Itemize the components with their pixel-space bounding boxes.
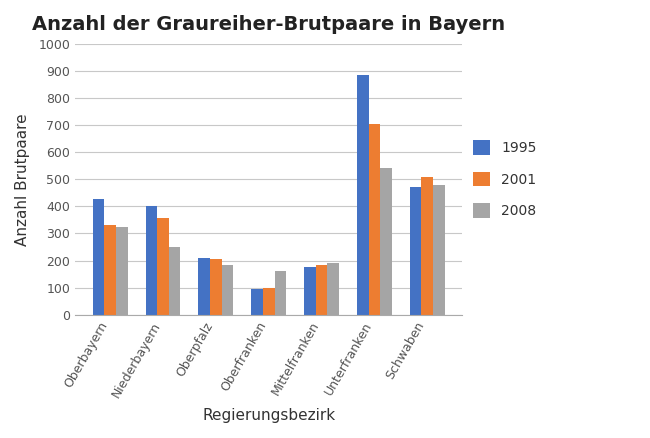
Bar <box>369 124 380 314</box>
Bar <box>198 258 210 314</box>
Bar <box>380 169 392 314</box>
Bar <box>146 206 157 314</box>
Bar <box>357 75 369 314</box>
Bar <box>410 187 421 314</box>
Title: Anzahl der Graureiher-Brutpaare in Bayern: Anzahl der Graureiher-Brutpaare in Bayer… <box>32 15 505 34</box>
Bar <box>421 177 433 314</box>
Bar <box>93 199 104 314</box>
X-axis label: Regierungsbezirk: Regierungsbezirk <box>202 408 335 423</box>
Bar <box>328 263 339 314</box>
Bar <box>116 227 127 314</box>
Bar <box>210 259 222 314</box>
Bar <box>274 271 286 314</box>
Bar <box>104 225 116 314</box>
Bar <box>169 247 181 314</box>
Bar <box>222 265 233 314</box>
Bar <box>316 265 328 314</box>
Y-axis label: Anzahl Brutpaare: Anzahl Brutpaare <box>15 113 30 246</box>
Legend: 1995, 2001, 2008: 1995, 2001, 2008 <box>473 141 536 218</box>
Bar <box>433 185 445 314</box>
Bar <box>263 289 274 314</box>
Bar <box>157 218 169 314</box>
Bar <box>252 289 263 314</box>
Bar <box>304 267 316 314</box>
